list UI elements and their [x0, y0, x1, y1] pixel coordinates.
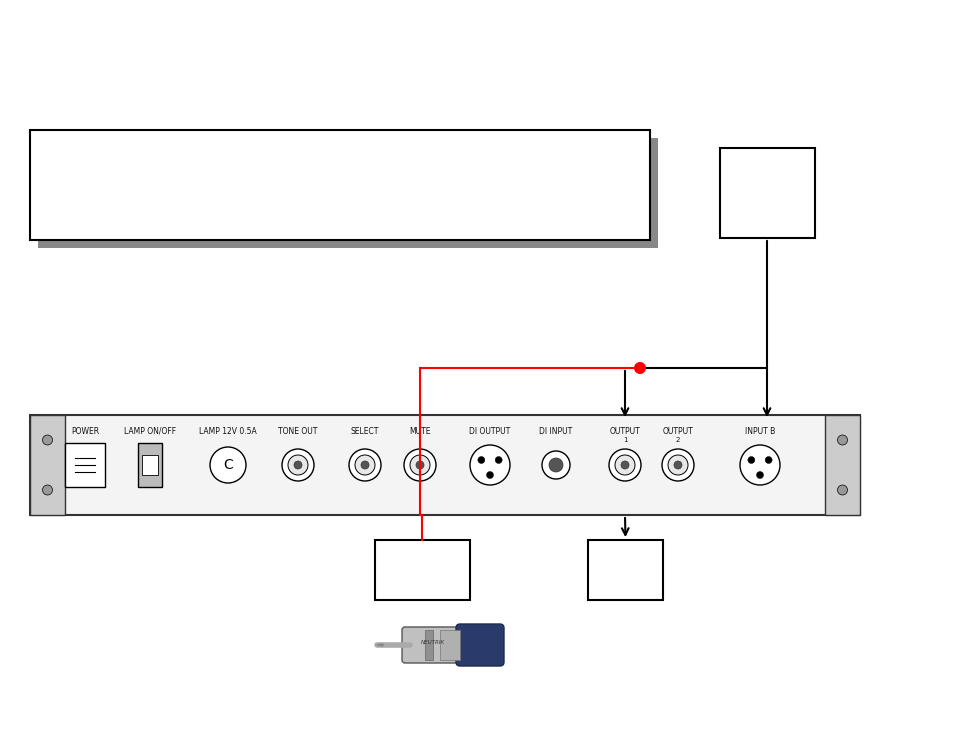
Circle shape — [837, 485, 846, 495]
Text: 2: 2 — [675, 437, 679, 443]
Circle shape — [747, 457, 754, 463]
Circle shape — [210, 447, 246, 483]
Circle shape — [288, 455, 308, 475]
Bar — [30, 130, 649, 240]
Bar — [720, 148, 814, 238]
Circle shape — [764, 457, 771, 463]
Circle shape — [355, 455, 375, 475]
Bar — [424, 630, 433, 660]
Circle shape — [661, 449, 693, 481]
Text: INPUT B: INPUT B — [744, 427, 774, 436]
Text: OUTPUT: OUTPUT — [609, 427, 639, 436]
Circle shape — [740, 445, 780, 485]
Circle shape — [282, 449, 314, 481]
Bar — [138, 443, 162, 487]
Text: 1: 1 — [622, 437, 626, 443]
Text: DI INPUT: DI INPUT — [538, 427, 572, 436]
Text: POWER: POWER — [71, 427, 99, 436]
Bar — [38, 138, 658, 248]
Circle shape — [403, 449, 436, 481]
Circle shape — [634, 362, 645, 374]
Circle shape — [360, 461, 369, 469]
Circle shape — [541, 451, 569, 479]
Text: MUTE: MUTE — [409, 427, 431, 436]
Circle shape — [548, 458, 562, 472]
Circle shape — [410, 455, 430, 475]
Text: DI OUTPUT: DI OUTPUT — [469, 427, 510, 436]
Bar — [587, 540, 662, 600]
Bar — [65, 443, 105, 487]
FancyBboxPatch shape — [401, 627, 488, 663]
Text: SELECT: SELECT — [351, 427, 378, 436]
Bar — [30, 415, 859, 515]
Circle shape — [837, 435, 846, 445]
Circle shape — [349, 449, 380, 481]
Circle shape — [486, 472, 493, 478]
Circle shape — [470, 445, 510, 485]
Circle shape — [495, 457, 501, 463]
Circle shape — [620, 461, 628, 469]
Text: LAMP ON/OFF: LAMP ON/OFF — [124, 427, 176, 436]
Circle shape — [43, 485, 52, 495]
Text: C: C — [223, 458, 233, 472]
Circle shape — [756, 472, 762, 478]
Circle shape — [667, 455, 687, 475]
Circle shape — [294, 461, 302, 469]
Circle shape — [477, 457, 484, 463]
Bar — [30, 415, 65, 515]
Bar — [375, 540, 470, 600]
Bar — [824, 415, 859, 515]
Circle shape — [673, 461, 681, 469]
Circle shape — [608, 449, 640, 481]
Circle shape — [43, 435, 52, 445]
Text: LAMP 12V 0.5A: LAMP 12V 0.5A — [199, 427, 256, 436]
Text: OUTPUT: OUTPUT — [662, 427, 693, 436]
Bar — [439, 630, 459, 660]
Text: TONE OUT: TONE OUT — [278, 427, 317, 436]
Circle shape — [615, 455, 635, 475]
Bar — [142, 455, 158, 475]
FancyBboxPatch shape — [456, 624, 503, 666]
Polygon shape — [376, 644, 382, 646]
Text: NEUTRIK: NEUTRIK — [420, 641, 445, 646]
Circle shape — [416, 461, 423, 469]
